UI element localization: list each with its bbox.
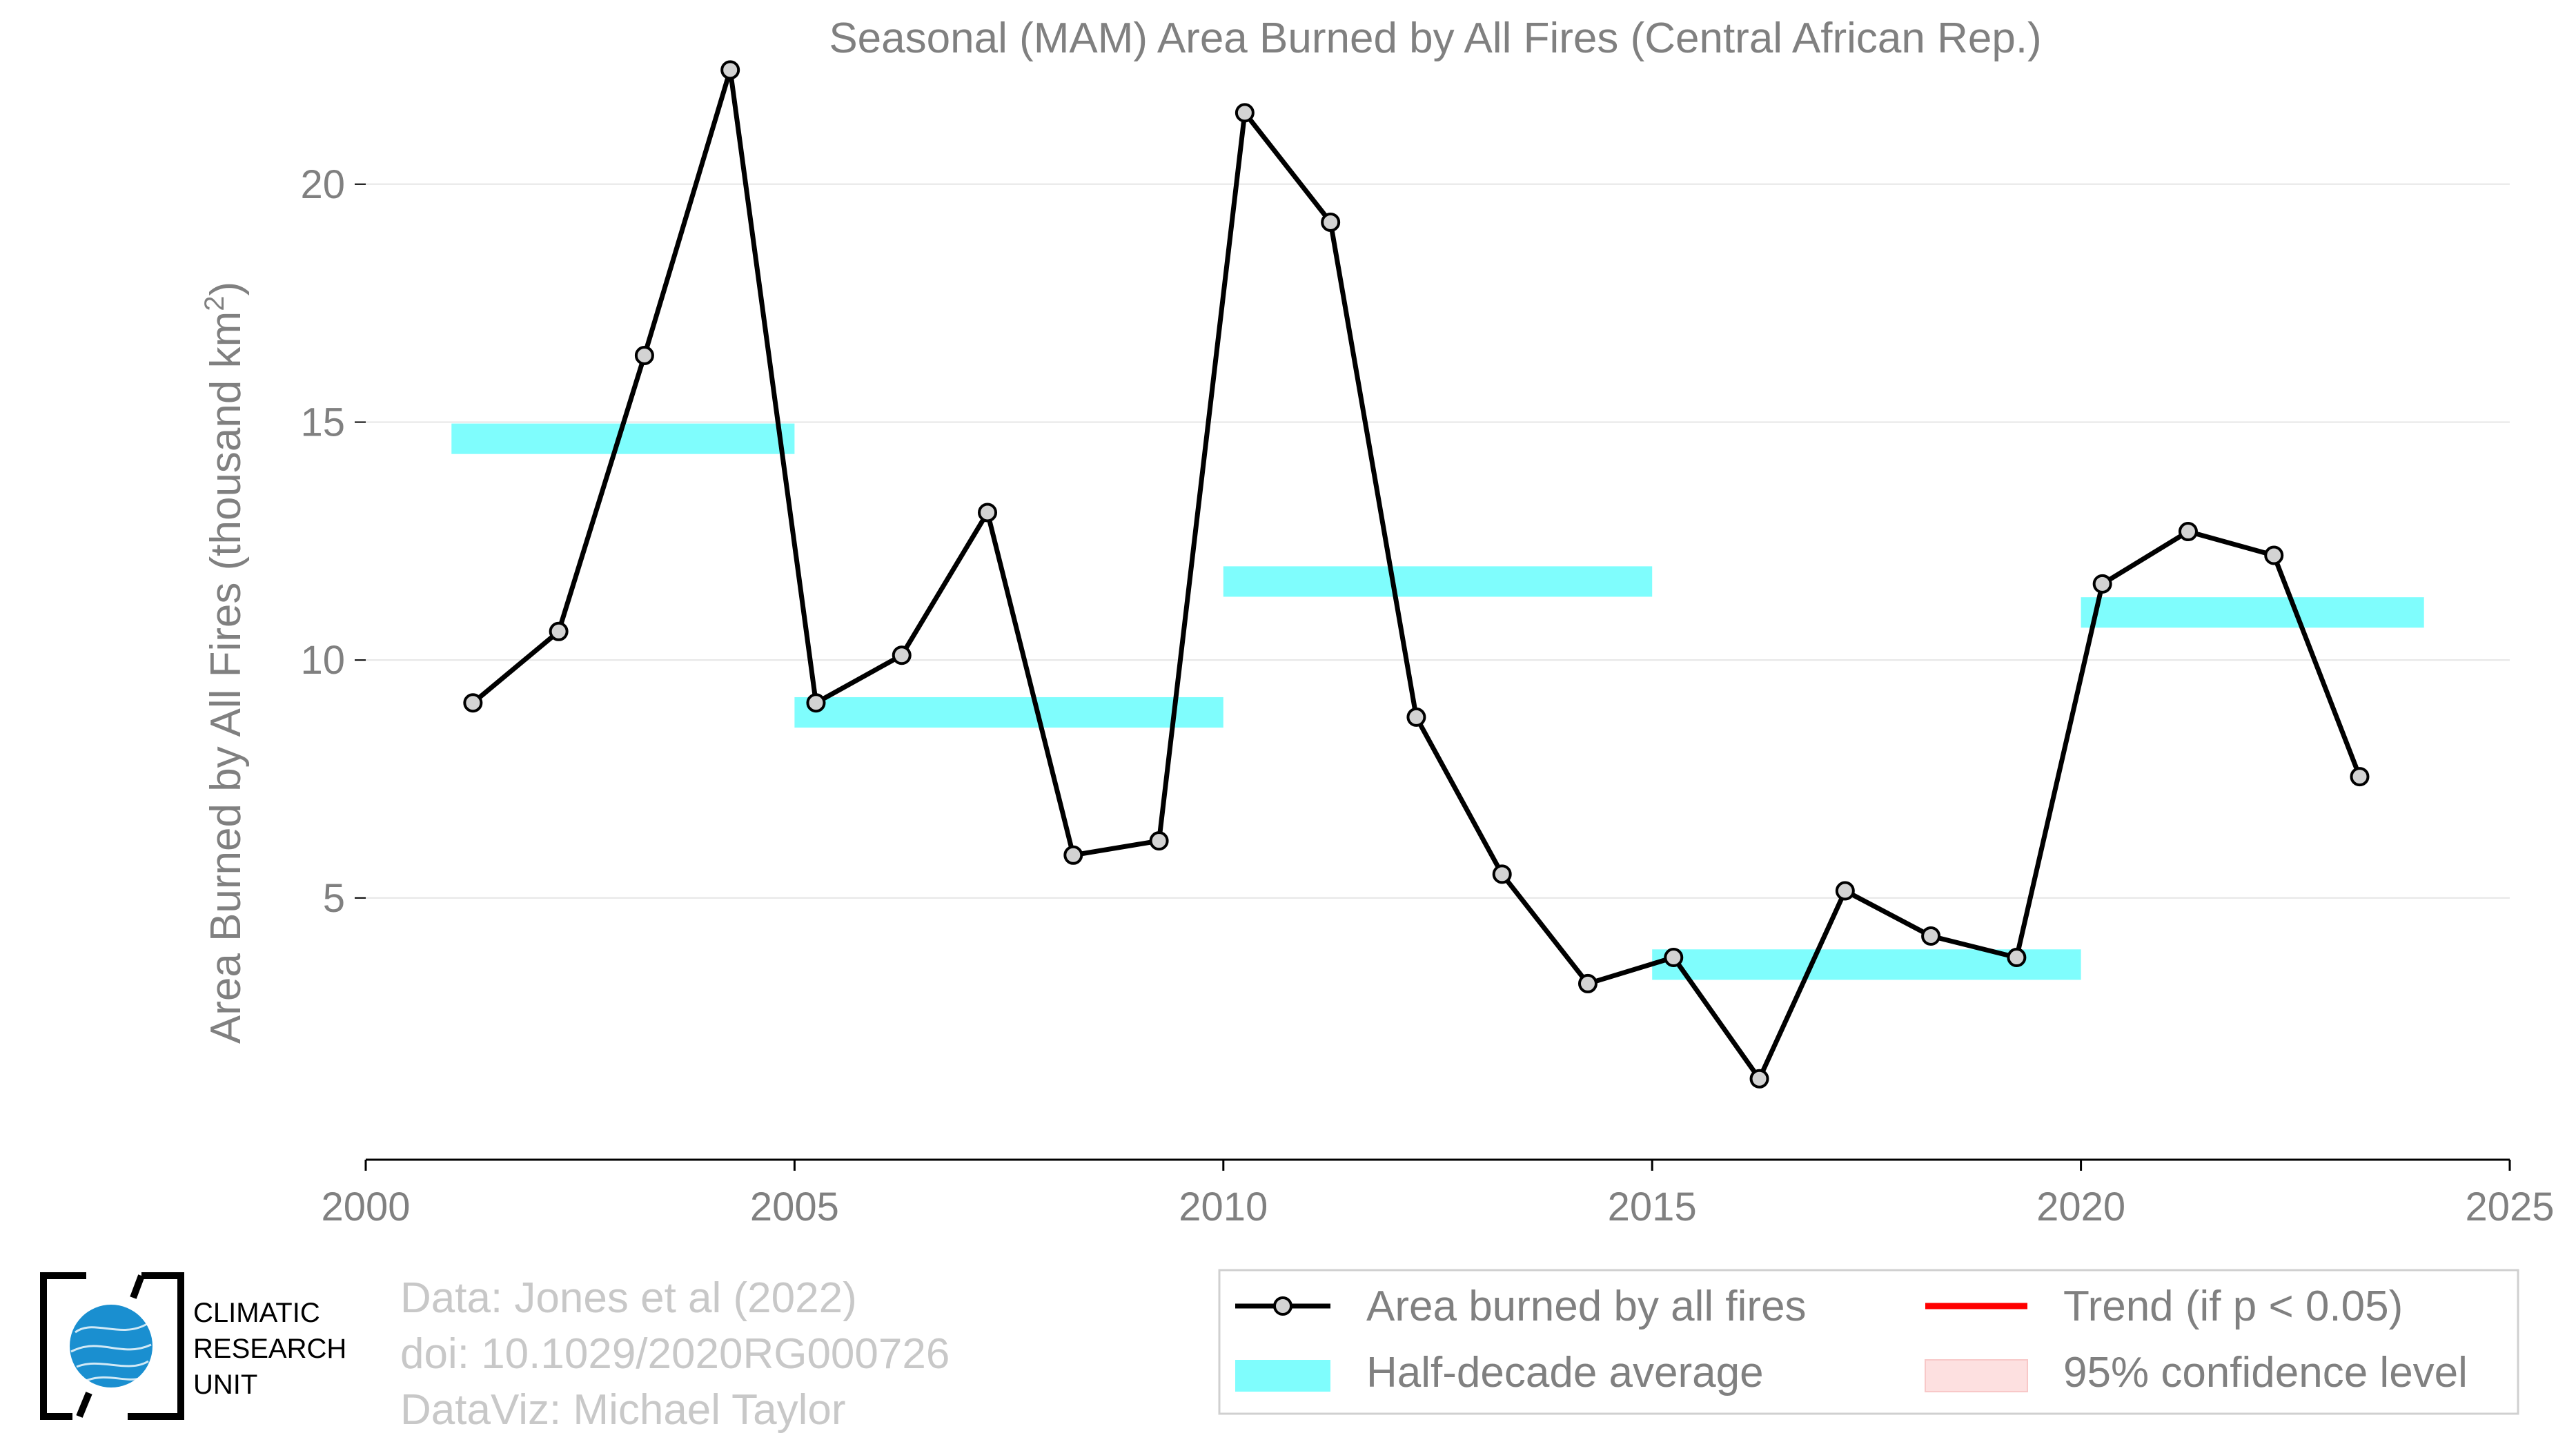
data-point-17 bbox=[1921, 926, 1941, 946]
legend-swatch-half-decade bbox=[1235, 1360, 1330, 1392]
x-tick-label-2000: 2000 bbox=[321, 1185, 410, 1229]
y-axis-label-main: Area Burned by All Fires (thousand km bbox=[202, 311, 250, 1044]
data-point-16 bbox=[1835, 881, 1855, 901]
logo-bracket-left bbox=[40, 1272, 86, 1420]
cru-logo bbox=[40, 1272, 184, 1420]
data-credits: Data: Jones et al (2022) doi: 10.1029/20… bbox=[400, 1270, 950, 1438]
y-axis-label-superscript: 2 bbox=[199, 296, 230, 311]
y-tick-label-20: 20 bbox=[300, 162, 345, 207]
x-tick-label-2015: 2015 bbox=[1608, 1185, 1697, 1229]
y-tick-label-5: 5 bbox=[323, 876, 345, 921]
legend-label-confidence: 95% confidence level bbox=[2063, 1349, 2468, 1396]
data-point-1 bbox=[549, 621, 569, 641]
legend-label-trend: Trend (if p < 0.05) bbox=[2063, 1283, 2403, 1330]
data-point-4 bbox=[806, 693, 826, 713]
data-point-21 bbox=[2264, 545, 2284, 565]
half-decade-average-bars bbox=[451, 423, 2424, 980]
series-area-burned bbox=[463, 60, 2370, 1089]
data-point-13 bbox=[1577, 973, 1597, 993]
data-point-18 bbox=[2007, 948, 2027, 968]
logo-text-climatic: CLIMATIC bbox=[193, 1298, 320, 1328]
legend: Area burned by all fires Trend (if p < 0… bbox=[1218, 1269, 2519, 1415]
cru-logo-text: CLIMATIC RESEARCH UNIT bbox=[193, 1295, 346, 1403]
data-point-2 bbox=[634, 345, 654, 365]
half-decade-bar-1 bbox=[794, 697, 1223, 728]
logo-text-unit: UNIT bbox=[193, 1370, 258, 1400]
credit-data-source: Data: Jones et al (2022) bbox=[400, 1274, 857, 1322]
legend-label-half-decade: Half-decade average bbox=[1366, 1349, 1764, 1396]
data-point-8 bbox=[1149, 831, 1169, 851]
y-tick-label-10: 10 bbox=[300, 638, 345, 683]
legend-swatch-confidence bbox=[1925, 1359, 2028, 1392]
y-axis-label-close: ) bbox=[202, 282, 250, 296]
data-point-6 bbox=[978, 503, 998, 523]
globe-icon bbox=[70, 1305, 153, 1387]
x-tick-label-2025: 2025 bbox=[2465, 1185, 2554, 1229]
data-point-7 bbox=[1063, 845, 1083, 865]
data-point-0 bbox=[463, 693, 483, 713]
legend-swatch-area-burned-marker bbox=[1273, 1296, 1292, 1316]
logo-bracket-right bbox=[128, 1272, 184, 1420]
legend-frame bbox=[1218, 1269, 2519, 1415]
gridlines bbox=[366, 183, 2510, 899]
x-tick-label-2020: 2020 bbox=[2036, 1185, 2125, 1229]
y-axis-ticks: 5 10 15 20 bbox=[300, 162, 366, 921]
y-axis-label: Area Burned by All Fires (thousand km2) bbox=[199, 282, 250, 1044]
data-point-15 bbox=[1749, 1069, 1769, 1089]
data-point-14 bbox=[1664, 948, 1684, 968]
chart-title: Seasonal (MAM) Area Burned by All Fires … bbox=[829, 14, 2041, 62]
credit-dataviz: DataViz: Michael Taylor bbox=[400, 1386, 846, 1434]
data-point-5 bbox=[892, 645, 912, 665]
logo-text-research: RESEARCH bbox=[193, 1334, 347, 1364]
x-tick-label-2010: 2010 bbox=[1179, 1185, 1268, 1229]
data-point-19 bbox=[2092, 574, 2112, 594]
credit-doi: doi: 10.1029/2020RG000726 bbox=[400, 1330, 950, 1378]
half-decade-bar-4 bbox=[2081, 597, 2424, 628]
x-axis-ticks: 2000 2005 2010 2015 2020 2025 bbox=[321, 1160, 2555, 1229]
data-point-3 bbox=[720, 60, 740, 80]
data-point-22 bbox=[2350, 767, 2370, 787]
legend-label-area-burned: Area burned by all fires bbox=[1366, 1283, 1807, 1330]
half-decade-bar-2 bbox=[1223, 566, 1653, 597]
data-point-12 bbox=[1492, 864, 1512, 884]
data-point-9 bbox=[1235, 103, 1255, 123]
x-tick-label-2005: 2005 bbox=[750, 1185, 839, 1229]
logo-slash bbox=[76, 1274, 145, 1418]
globe-icon-lines bbox=[70, 1323, 152, 1382]
data-point-20 bbox=[2178, 522, 2198, 542]
y-tick-label-15: 15 bbox=[300, 400, 345, 445]
data-point-11 bbox=[1406, 707, 1426, 727]
data-point-10 bbox=[1321, 212, 1341, 232]
